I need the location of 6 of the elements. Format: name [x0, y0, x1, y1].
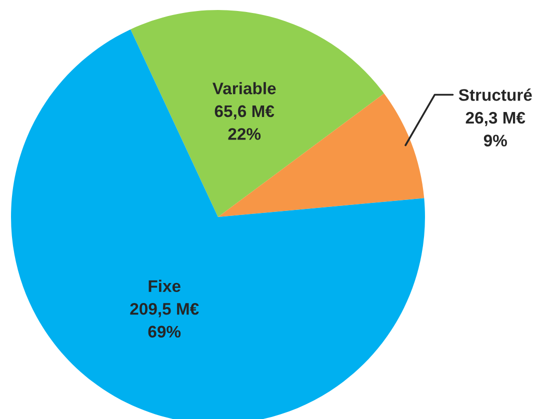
- slice-label: Fixe: [148, 280, 180, 292]
- data-label: 26,3 M€ 9%: [466, 112, 526, 146]
- slice-label: Structuré: [458, 88, 532, 101]
- data-label: 209,5 M€ 69%: [130, 303, 199, 338]
- data-label: 65,6 M€ 22%: [214, 105, 274, 140]
- slice-label: Variable: [212, 82, 276, 94]
